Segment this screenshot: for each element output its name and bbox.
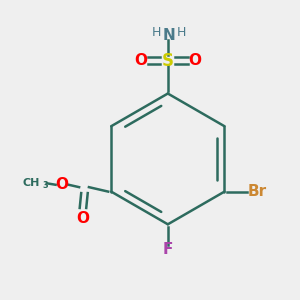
- Text: S: S: [162, 52, 174, 70]
- Text: O: O: [188, 53, 201, 68]
- Text: F: F: [163, 242, 173, 257]
- Text: N: N: [163, 28, 176, 43]
- Text: O: O: [76, 211, 89, 226]
- Text: Br: Br: [248, 184, 267, 199]
- Text: 3: 3: [42, 181, 48, 190]
- Text: H: H: [176, 26, 186, 38]
- Text: O: O: [55, 177, 68, 192]
- Text: H: H: [151, 26, 160, 39]
- Text: O: O: [135, 53, 148, 68]
- Text: CH: CH: [22, 178, 40, 188]
